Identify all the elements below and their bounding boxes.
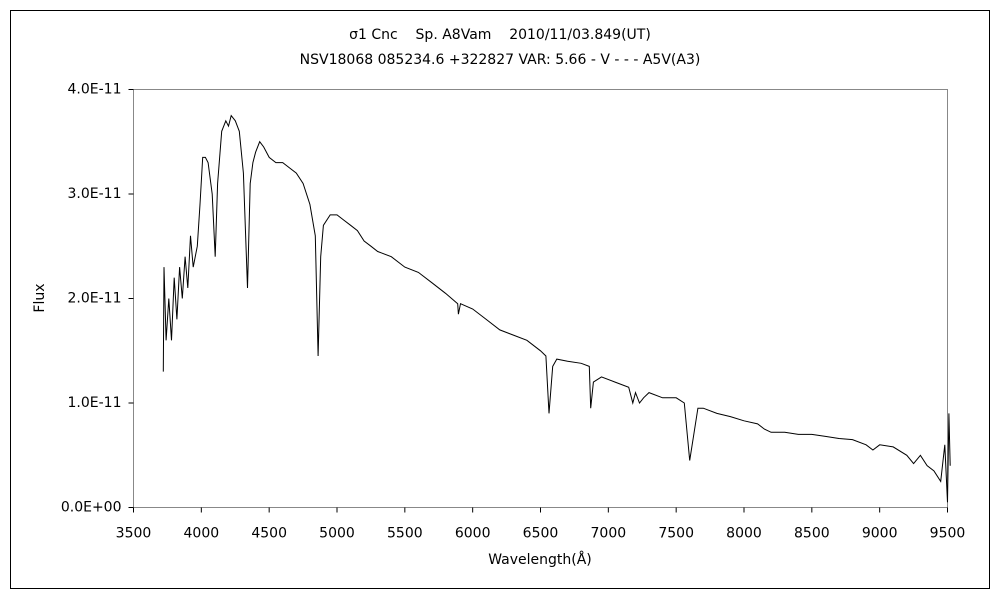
x-tick-label: 7500 xyxy=(658,526,694,542)
spectrum-line xyxy=(162,114,951,503)
x-tick-label: 8500 xyxy=(794,526,830,542)
y-axis-label: Flux xyxy=(32,283,48,312)
y-tick-label: 1.0E-11 xyxy=(68,395,122,411)
x-tick-label: 3500 xyxy=(116,526,152,542)
x-tick-label: 8000 xyxy=(726,526,762,542)
chart-subtitle: NSV18068 085234.6 +322827 VAR: 5.66 - V … xyxy=(300,52,701,68)
x-tick-label: 5500 xyxy=(387,526,423,542)
x-tick-label: 6500 xyxy=(523,526,559,542)
y-tick-label: 2.0E-11 xyxy=(68,291,122,307)
x-tick-label: 4000 xyxy=(184,526,220,542)
plot-area xyxy=(133,89,948,508)
y-tick-label: 0.0E+00 xyxy=(61,500,122,516)
chart-title: σ1 Cnc Sp. A8Vam 2010/11/03.849(UT) xyxy=(349,27,651,43)
x-tick-label: 6000 xyxy=(455,526,491,542)
x-tick-label: 9000 xyxy=(862,526,898,542)
x-tick-label: 5000 xyxy=(319,526,355,542)
x-tick-label: 9500 xyxy=(930,526,966,542)
x-tick-label: 7000 xyxy=(591,526,627,542)
x-tick-label: 4500 xyxy=(251,526,287,542)
x-axis-label: Wavelength(Å) xyxy=(488,551,592,568)
y-tick-label: 4.0E-11 xyxy=(68,82,122,98)
y-tick-label: 3.0E-11 xyxy=(68,186,122,202)
